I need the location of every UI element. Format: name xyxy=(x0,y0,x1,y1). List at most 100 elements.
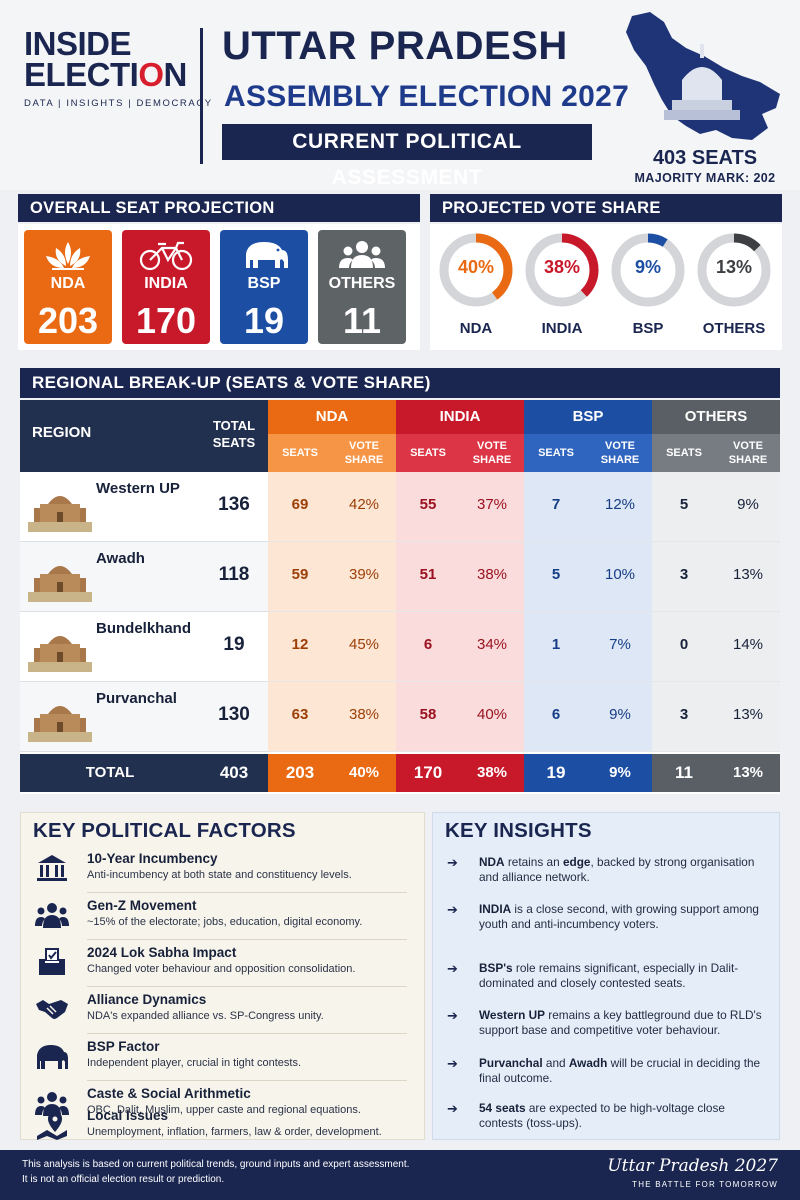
ballot-box-icon xyxy=(39,948,65,975)
table-cell-bg xyxy=(652,682,716,752)
donut-value: 40% xyxy=(457,257,495,277)
donut-arc xyxy=(525,233,599,307)
total-row-value: 38% xyxy=(460,754,524,792)
group-icon xyxy=(35,903,69,928)
table-cell-value: 3 xyxy=(679,706,689,723)
factor-separator xyxy=(87,1080,407,1081)
factor-desc: Anti-incumbency at both state and consti… xyxy=(87,869,352,881)
total-seats: 403 SEATS xyxy=(652,147,758,169)
table-cell-bg xyxy=(268,542,332,612)
col-header-party: NDA xyxy=(268,400,396,434)
table-cell-bg xyxy=(332,612,396,682)
footer-signature-subtitle: THE BATTLE FOR TOMORROW xyxy=(632,1180,778,1189)
factor-separator xyxy=(87,1033,407,1034)
government-building-icon xyxy=(37,855,67,881)
factor-item: 2024 Lok Sabha Impact Changed voter beha… xyxy=(21,943,424,983)
regional-heading: REGIONAL BREAK-UP (SEATS & VOTE SHARE) xyxy=(20,368,780,398)
vote-label-2: SHARE xyxy=(728,454,768,466)
table-cell-value: 10% xyxy=(604,566,636,583)
total-row-seats: 403 xyxy=(200,754,268,792)
factor-title: 10-Year Incumbency xyxy=(87,851,218,866)
table-cell-bg xyxy=(460,612,524,682)
insight-text: 54 seats are expected to be high-voltage… xyxy=(479,1101,725,1130)
arrow-right-icon: ➔ xyxy=(447,961,458,976)
header: INSIDE ELECTION DATA | INSIGHTS | DEMOCR… xyxy=(0,0,800,190)
donut-arc xyxy=(439,233,513,307)
factor-title: Local Issues xyxy=(87,1108,169,1123)
table-cell-bg xyxy=(332,682,396,752)
arrow-right-icon: ➔ xyxy=(447,1008,458,1023)
factor-desc: ~15% of the electorate; jobs, education,… xyxy=(87,916,363,928)
footer-signature: Uttar Pradesh 2027 xyxy=(607,1156,778,1176)
factor-desc: Independent player, crucial in tight con… xyxy=(87,1057,302,1069)
col-header-total: TOTAL SEATS xyxy=(200,400,268,472)
table-cell-bg xyxy=(332,472,396,542)
table-cell-value: 1 xyxy=(551,636,561,653)
table-cell-bg xyxy=(396,542,460,612)
table-cell-value: 38% xyxy=(348,706,380,723)
factor-item: BSP Factor Independent player, crucial i… xyxy=(21,1037,424,1077)
donut-arc xyxy=(697,233,771,307)
seat-projection-heading: OVERALL SEAT PROJECTION xyxy=(18,194,420,222)
total-row-value: 9% xyxy=(588,754,652,792)
table-cell-value: 51 xyxy=(419,566,437,583)
table-cell-bg xyxy=(652,542,716,612)
people-icon xyxy=(35,1092,69,1116)
fort-icon xyxy=(28,496,92,532)
factor-separator xyxy=(87,892,407,893)
table-cell-bg xyxy=(396,682,460,752)
factor-item: Gen-Z Movement ~15% of the electorate; j… xyxy=(21,896,424,936)
elephant-icon xyxy=(246,242,288,268)
table-cell-bg xyxy=(716,612,780,682)
insight-text: Western UP remains a key battleground du… xyxy=(479,1008,762,1037)
table-cell-bg xyxy=(524,682,588,752)
vote-share-heading: PROJECTED VOTE SHARE xyxy=(430,194,782,222)
insight-text: INDIA is a close second, with growing su… xyxy=(479,902,759,931)
total-row-value: 13% xyxy=(716,754,780,792)
arrow-right-icon: ➔ xyxy=(447,902,458,917)
col-subheader-vote-share: VOTE SHARE xyxy=(332,434,396,472)
donut-ring xyxy=(611,233,685,307)
factor-title: BSP Factor xyxy=(87,1039,160,1054)
table-cell-value: 6 xyxy=(551,706,561,723)
col-subheader-seats: SEATS xyxy=(652,434,716,472)
table-cell-value: 39% xyxy=(348,566,380,583)
table-cell-bg xyxy=(268,612,332,682)
seat-card-india: INDIA 170 xyxy=(122,230,210,344)
table-cell-value: 13% xyxy=(732,566,764,583)
elephant-icon xyxy=(37,1045,68,1069)
header-divider xyxy=(200,28,203,164)
table-cell-bg xyxy=(268,682,332,752)
seat-count: 11 xyxy=(342,300,382,341)
logo-tagline: DATA | INSIGHTS | DEMOCRACY xyxy=(24,98,213,109)
table-cell-bg xyxy=(396,612,460,682)
donut-ring xyxy=(525,233,599,307)
col-subheader-vote-share: VOTE SHARE xyxy=(588,434,652,472)
table-cell-bg xyxy=(588,542,652,612)
handshake-icon xyxy=(36,1000,68,1019)
table-cell-bg xyxy=(524,542,588,612)
table-cell-bg xyxy=(524,472,588,542)
disclaimer-line-2: It is not an official election result or… xyxy=(22,1174,225,1185)
col-subheader-vote-share: VOTE SHARE xyxy=(716,434,780,472)
total-row-value: 19 xyxy=(524,754,588,792)
lotus-icon xyxy=(46,242,90,270)
factor-desc: Changed voter behaviour and opposition c… xyxy=(87,963,356,975)
party-name: BSP xyxy=(247,275,281,292)
seat-count: 19 xyxy=(243,300,285,341)
insight-text: NDA retains an edge, backed by strong or… xyxy=(479,855,755,884)
donut-ring xyxy=(439,233,513,307)
vote-label-1: VOTE xyxy=(477,440,507,452)
col-subheader-seats: SEATS xyxy=(268,434,332,472)
table-cell-bg xyxy=(716,682,780,752)
table-cell-value: 38% xyxy=(476,566,508,583)
table-cell-bg xyxy=(588,682,652,752)
region-name: Bundelkhand xyxy=(96,620,192,637)
map-pin-icon xyxy=(37,1112,67,1140)
table-cell-value: 9% xyxy=(609,706,631,723)
key-insights-panel: KEY INSIGHTS ➔ NDA retains an edge, backe… xyxy=(432,812,780,1140)
total-row-value: 170 xyxy=(396,754,460,792)
region-total-seats: 19 xyxy=(223,634,245,655)
page-subtitle: ASSEMBLY ELECTION 2027 xyxy=(224,80,630,113)
mosque-icon xyxy=(28,566,92,602)
